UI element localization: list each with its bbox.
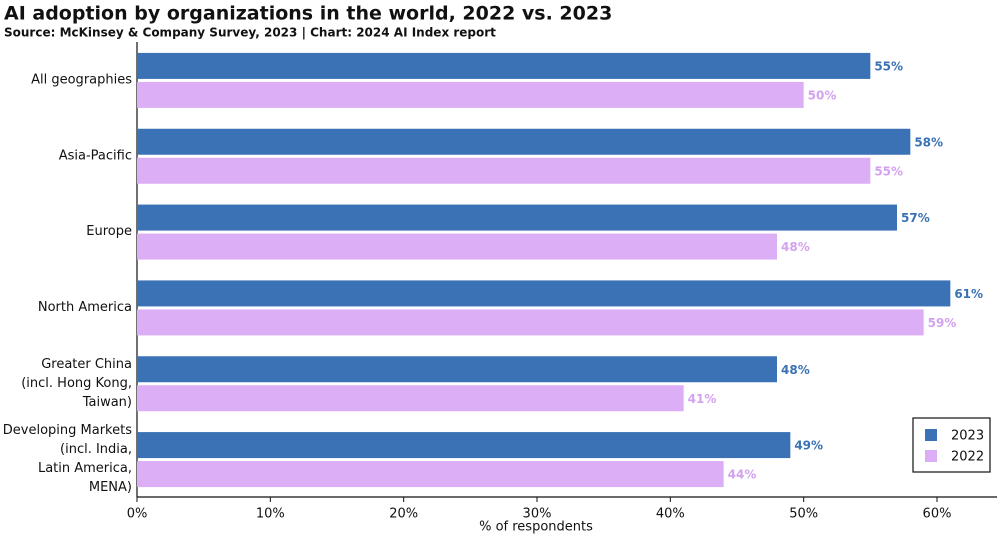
bar [137,385,684,412]
bar [137,128,911,155]
value-label: 61% [954,287,983,301]
x-tick-label: 60% [923,507,952,522]
bar [137,204,897,231]
legend-label: 2022 [951,450,984,465]
x-tick-label: 50% [789,507,818,522]
y-tick-label: (incl. India, [60,442,132,457]
legend-swatch [925,429,937,441]
y-tick-label: Greater China [41,357,132,372]
y-tick-label: (incl. Hong Kong, [21,376,132,391]
bar [137,52,871,79]
y-tick-label: Taiwan) [82,395,132,410]
bar [137,233,777,260]
bar [137,280,951,307]
bar [137,309,924,336]
y-tick-label: Latin America, [38,461,132,476]
y-tick-label: North America [38,300,132,315]
bar [137,356,777,383]
value-label: 44% [728,468,757,482]
value-label: 57% [901,211,930,225]
x-tick-label: 10% [256,507,285,522]
x-tick-label: 20% [389,507,418,522]
value-label: 49% [794,439,823,453]
y-tick-label: MENA) [89,480,132,495]
value-label: 48% [781,363,810,377]
bar [137,461,724,488]
legend-swatch [925,450,937,462]
y-tick-label: Asia-Pacific [59,148,132,163]
x-tick-label: 30% [523,507,552,522]
value-label: 41% [688,392,717,406]
y-tick-label: Europe [86,224,132,239]
x-axis-label: % of respondents [479,520,593,535]
value-label: 55% [874,164,903,178]
legend-box [912,417,991,473]
chart-subtitle: Source: McKinsey & Company Survey, 2023 … [4,26,496,40]
x-tick-label: 40% [656,507,685,522]
value-label: 55% [874,59,903,73]
value-label: 58% [914,135,943,149]
legend-label: 2023 [951,429,984,444]
value-label: 48% [781,240,810,254]
value-label: 59% [928,316,957,330]
chart-title: AI adoption by organizations in the worl… [4,3,612,25]
value-label: 50% [808,88,837,102]
y-tick-label: Developing Markets [3,423,132,438]
bar [137,157,871,184]
bar [137,81,804,108]
x-tick-label: 0% [127,507,148,522]
bar [137,432,791,459]
y-tick-label: All geographies [31,72,132,87]
